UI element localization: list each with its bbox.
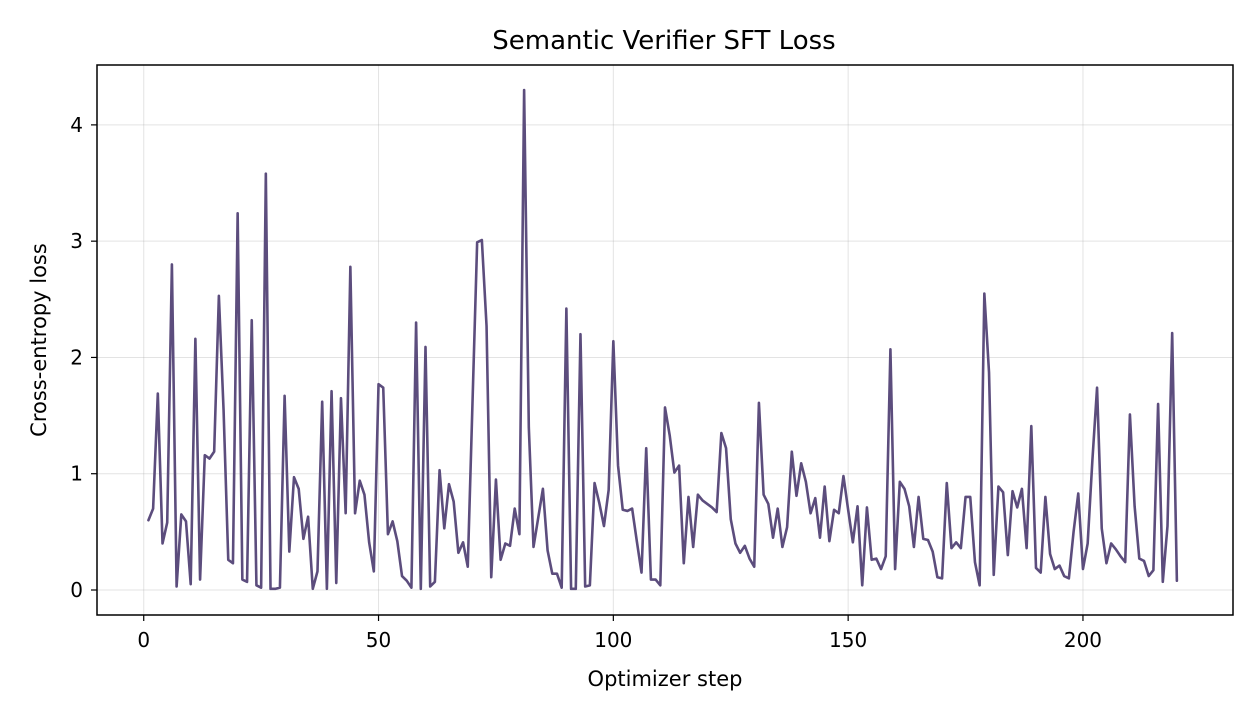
plot-frame (96, 64, 1234, 616)
y-tick-label: 4 (70, 113, 83, 137)
ticks: 0 50 100 150 200 0 1 2 3 4 (70, 113, 1102, 652)
plot-area (147, 88, 1179, 591)
x-axis-label: Optimizer step (588, 667, 743, 691)
loss-series-line (147, 88, 1179, 591)
x-tick-label: 50 (366, 628, 391, 652)
y-tick-label: 0 (70, 578, 83, 602)
x-tick-label: 0 (137, 628, 150, 652)
chart-title: Semantic Verifier SFT Loss (492, 26, 835, 56)
y-tick-label: 2 (70, 345, 83, 369)
x-tick-label: 200 (1064, 628, 1102, 652)
y-tick-label: 3 (70, 229, 83, 253)
y-tick-label: 1 (70, 462, 83, 486)
x-tick-label: 100 (594, 628, 632, 652)
x-tick-label: 150 (829, 628, 867, 652)
y-axis-label: Cross-entropy loss (27, 243, 51, 437)
